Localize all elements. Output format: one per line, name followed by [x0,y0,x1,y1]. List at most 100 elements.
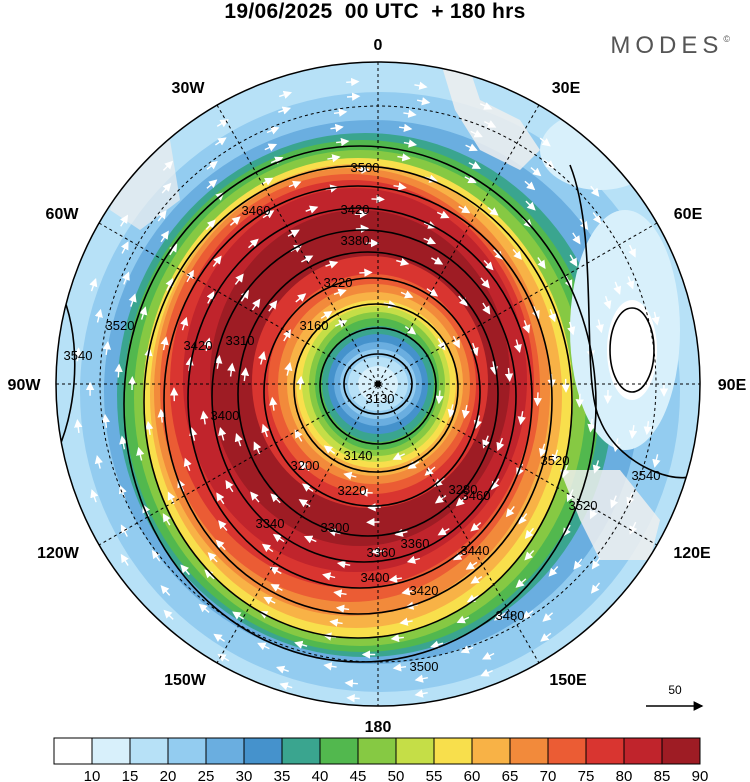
wind-arrow [416,97,431,106]
contour-label: 3130 [366,391,395,406]
wind-arrow [234,273,244,285]
colorbar-tick-label: 60 [464,768,481,782]
wind-arrow [180,316,189,331]
wind-arrow [407,460,420,470]
wind-arrow [160,230,169,243]
wind-arrow [424,466,436,476]
wind-arrow [561,464,570,479]
wind-arrow [160,336,169,351]
wind-arrow [465,143,478,152]
wind-arrow [567,321,576,336]
colorbar-swatch [509,737,549,765]
wind-arrow [278,90,293,99]
contour-label: 3460 [242,203,271,218]
wind-arrow [479,102,493,110]
wind-arrow [542,612,554,622]
wind-arrow [390,633,404,643]
wind-arrow [232,611,244,620]
wind-arrow [592,460,601,474]
contour-label: 3520 [569,498,598,513]
wind-arrow [464,175,477,184]
wind-arrow [399,617,413,626]
wind-arrow [250,491,260,503]
wind-arrow [283,329,291,342]
wind-arrow [482,302,491,315]
wind-arrow [537,257,546,269]
wind-arrow [493,612,506,621]
wind-arrow [404,326,417,335]
contour-label: 3360 [367,545,396,560]
colorbar-tick-label: 85 [654,768,671,782]
wind-arrow [483,120,497,128]
wind-arrow [335,604,350,613]
contour-label: 3300 [321,520,350,535]
wind-arrow [548,566,559,577]
reference-vector: 50 [646,683,704,711]
wind-arrow [468,161,481,169]
wind-arrow [145,420,154,435]
wind-arrow [401,587,415,596]
wind-arrow [461,404,470,419]
wind-arrow [279,682,293,691]
wind-arrow [399,123,413,133]
colorbar-swatch [471,737,511,765]
contour-label: 3310 [226,333,255,348]
wind-arrow [548,309,557,323]
wind-arrow [403,139,418,148]
wind-arrow [180,564,190,576]
contour-label: 3500 [351,160,380,175]
wind-arrow [470,575,483,584]
wind-arrow [493,249,504,260]
colorbar-swatch [433,737,473,765]
wind-arrow [460,645,474,654]
lon-label-150w: 150W [164,672,207,689]
wind-arrow [325,260,339,269]
lon-label-180: 180 [365,719,392,736]
contour-label: 3460 [462,488,491,503]
wind-arrow [628,244,636,258]
wind-arrow [354,209,369,219]
wind-arrow [518,513,528,525]
wind-arrow [643,421,652,436]
wind-arrow [270,584,283,592]
wind-arrow [169,243,178,256]
wind-arrow [569,254,578,267]
contour-label: 3420 [410,583,439,598]
wind-arrow [436,210,450,219]
wind-arrow [455,496,467,507]
wind-arrow [482,652,495,660]
wind-arrow [206,160,218,170]
wind-arrow [423,236,437,245]
wind-arrow [572,232,581,245]
contour-label: 3280 [449,482,478,497]
wind-arrow [414,81,428,90]
contour-label: 3380 [341,233,370,248]
contour-label: 3220 [324,275,353,290]
wind-arrow [261,177,274,186]
longitude-labels: 0 30W 30E 60W 60E 90W 90E 120W 120E 150W… [8,37,747,736]
wind-arrow [575,393,584,408]
wind-arrow [393,182,407,191]
wind-arrow [592,212,602,224]
wind-arrow [157,408,166,423]
colorbar-swatch [623,737,663,765]
wind-arrow [119,435,128,450]
contour-labels: 3500 3460 3420 3380 3220 3160 3130 3140 3200 3220… [64,160,661,674]
wind-arrow [240,367,250,382]
wind-arrow [613,281,622,295]
contour-label: 3200 [291,458,320,473]
contour-label: 3440 [461,543,490,558]
wind-arrow [515,578,527,588]
wind-arrow [261,423,270,438]
contour-label: 3420 [184,338,213,353]
reference-vector-label: 50 [668,683,682,697]
wind-arrow [206,179,218,189]
wind-arrow [101,413,111,428]
colorbar-swatch [281,737,321,765]
brand-name: MODES [610,32,724,59]
wind-arrow [505,505,515,518]
wind-arrow [414,689,428,698]
wind-arrow [452,552,465,561]
wind-arrow [525,200,536,211]
colorbar-tick-label: 35 [274,768,291,782]
